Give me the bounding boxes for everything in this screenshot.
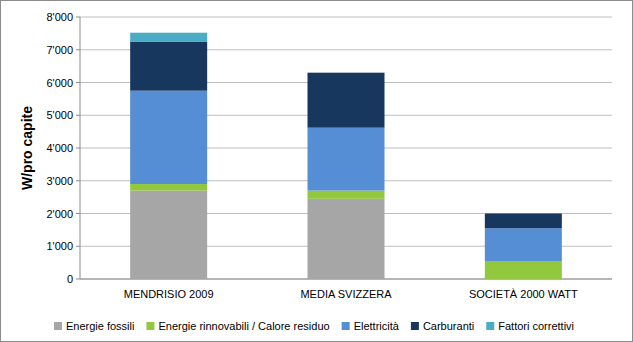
- tick-label: 4'000: [46, 142, 73, 154]
- tick-label: 7'000: [46, 44, 73, 56]
- bar-segment: [130, 33, 207, 42]
- bar-segment: [308, 191, 385, 199]
- border: [1, 1, 633, 342]
- tick-label: 1'000: [46, 240, 73, 252]
- bar-segment: [485, 214, 562, 229]
- tick: [76, 180, 80, 181]
- tick: [76, 82, 80, 83]
- tick: [76, 279, 80, 280]
- legend-swatch: [411, 322, 419, 330]
- tick: [76, 246, 80, 247]
- legend-label: Fattori correttivi: [498, 320, 574, 332]
- legend-swatch: [54, 322, 62, 330]
- y-axis-label: W/pro capite: [19, 106, 35, 190]
- tick: [76, 115, 80, 116]
- legend-label: Carburanti: [423, 320, 474, 332]
- chart: 0 1'000 2'000 3'000 4'000 5'000 6'000 7'000 8'00…: [0, 0, 633, 342]
- grid-line: [80, 17, 612, 18]
- tick-label: 5'000: [46, 109, 73, 121]
- bar-segment: [308, 73, 385, 128]
- bars: [130, 33, 562, 279]
- legend-label: Energie fossili: [66, 320, 134, 332]
- legend: Energie fossili Energie rinnovabili / Cal…: [54, 320, 574, 332]
- tick-label: 3'000: [46, 175, 73, 187]
- bar-segment: [130, 91, 207, 184]
- tick-label: 8'000: [46, 11, 73, 23]
- tick-label: 0: [67, 273, 73, 285]
- tick-label: 6'000: [46, 77, 73, 89]
- category-label: MENDRISIO 2009: [124, 288, 214, 300]
- category-label: MEDIA SVIZZERA: [300, 288, 392, 300]
- category-label: SOCIETÀ 2000 WATT: [469, 288, 578, 300]
- bar-segment: [485, 261, 562, 279]
- bar-segment: [308, 199, 385, 279]
- bar-segment: [308, 72, 385, 73]
- bar-segment: [485, 228, 562, 261]
- bar-segment: [130, 191, 207, 279]
- bar-segment: [130, 184, 207, 191]
- legend-swatch: [146, 322, 154, 330]
- tick: [76, 49, 80, 50]
- legend-swatch: [342, 322, 350, 330]
- bar-segment: [485, 213, 562, 214]
- legend-swatch: [486, 322, 494, 330]
- tick-label: 2'000: [46, 208, 73, 220]
- tick: [76, 213, 80, 214]
- legend-label: Energie rinnovabili / Calore residuo: [158, 320, 329, 332]
- bar-segment: [130, 42, 207, 91]
- legend-label: Elettricità: [354, 320, 400, 332]
- y-axis: [80, 17, 81, 279]
- tick: [76, 148, 80, 149]
- tick: [76, 17, 80, 18]
- bar-segment: [308, 128, 385, 191]
